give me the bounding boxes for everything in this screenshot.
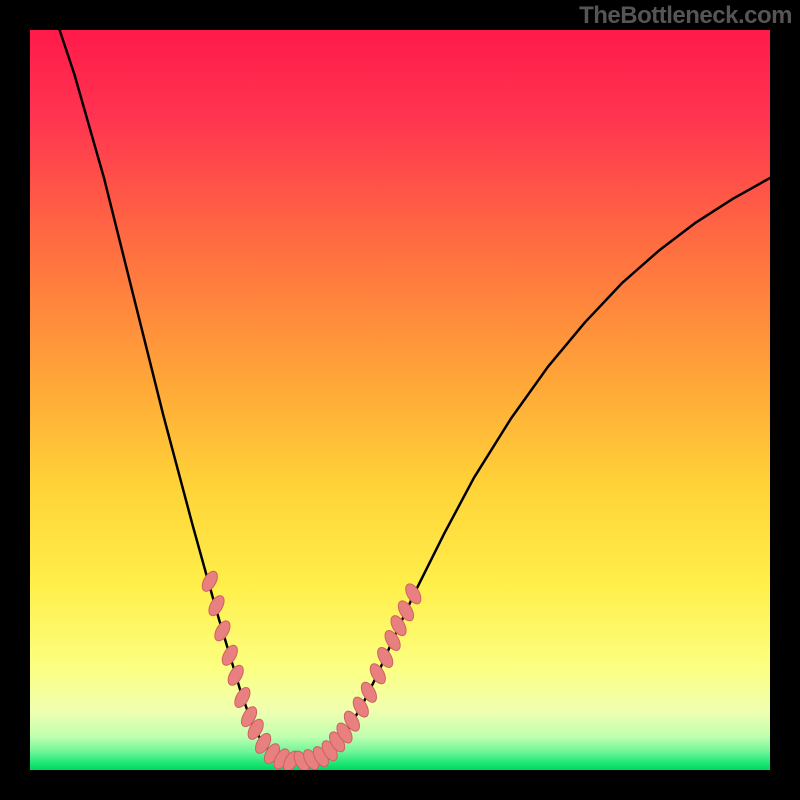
watermark-text: TheBottleneck.com xyxy=(579,2,792,30)
gradient-background xyxy=(30,30,770,770)
chart-plot-area xyxy=(30,30,770,770)
bottleneck-chart xyxy=(30,30,770,770)
